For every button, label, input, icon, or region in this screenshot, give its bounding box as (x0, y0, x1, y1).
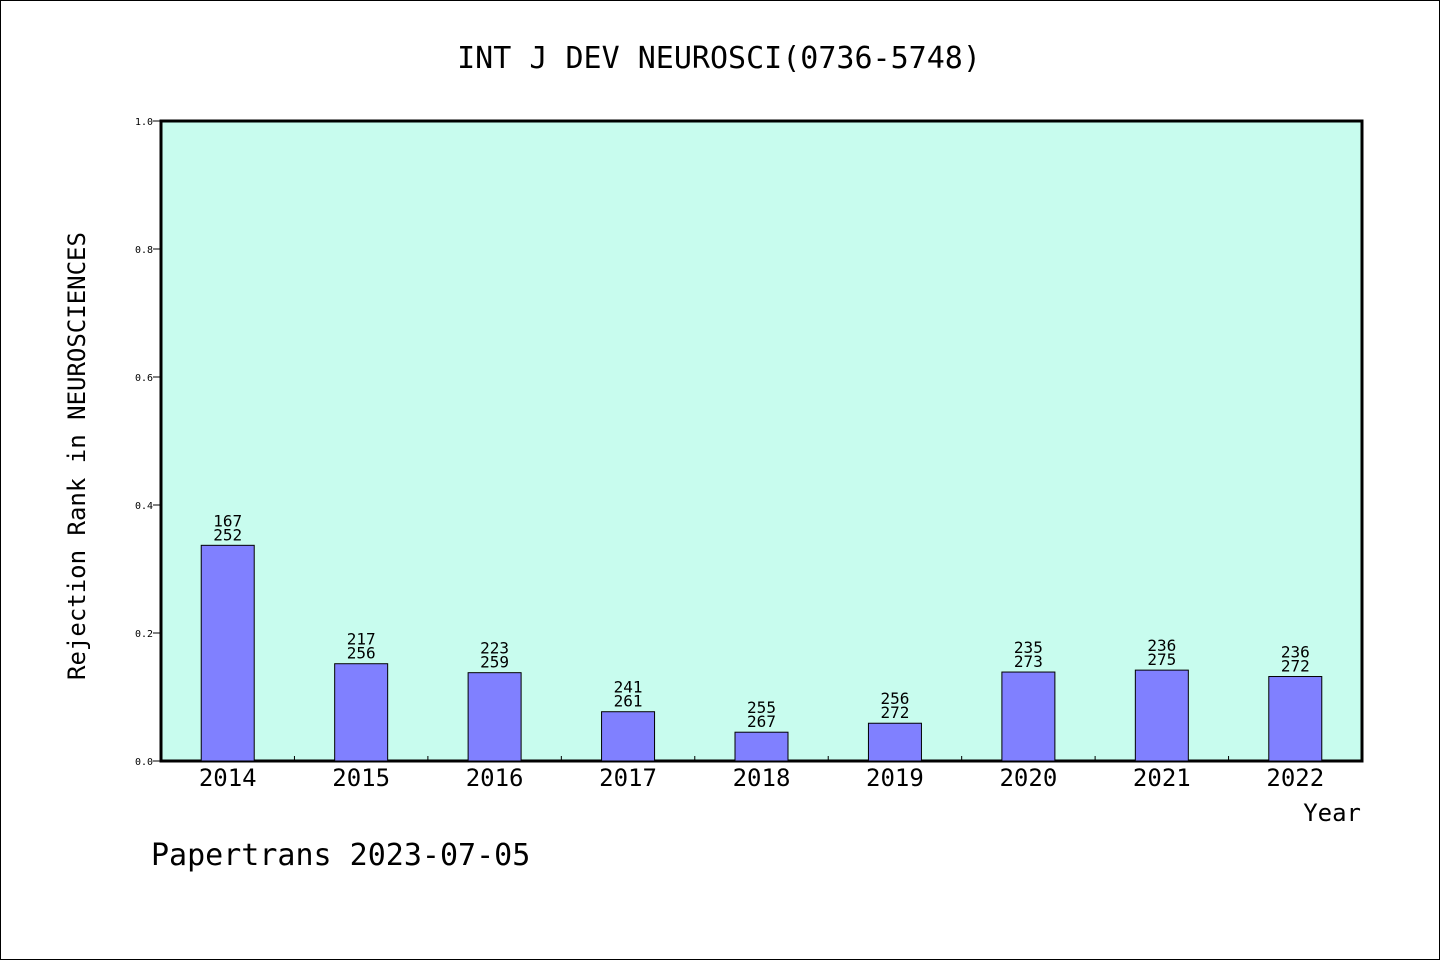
x-tick-label: 2021 (1133, 764, 1191, 792)
y-tick-label: 0.2 (135, 629, 153, 640)
bar (334, 663, 389, 762)
x-tick-label: 2017 (599, 764, 657, 792)
x-axis: 2014 2015 2016 2017 2018 2019 2020 2021 2022 (199, 756, 1324, 792)
y-tick-label: 0.4 (135, 501, 153, 512)
bar-total-label: 256 (347, 644, 376, 663)
x-tick-label: 2019 (866, 764, 924, 792)
bar (467, 672, 522, 762)
bar-rank-label: 223 (480, 639, 509, 658)
x-tick-label: 2014 (199, 764, 257, 792)
x-axis-label: Year (1303, 799, 1361, 827)
y-tick-label: 1.0 (135, 117, 153, 128)
bar-rank-label: 241 (614, 678, 643, 697)
y-tick-label: 0.0 (135, 757, 153, 768)
bar-total-label: 272 (880, 703, 909, 722)
bar-total-label: 259 (480, 653, 509, 672)
plot-area (159, 119, 1364, 763)
bar (1134, 669, 1189, 762)
y-axis-label: Rejection Rank in NEUROSCIENCES (63, 232, 91, 680)
y-axis: 0.0 0.2 0.4 0.6 0.8 1.0 (135, 117, 161, 768)
bar-rank-label: 236 (1147, 636, 1176, 655)
bar-total-label: 273 (1014, 652, 1043, 671)
bar-total-label: 252 (213, 525, 242, 544)
bar (1001, 671, 1056, 762)
bar-total-label: 267 (747, 712, 776, 731)
x-tick-label: 2022 (1266, 764, 1324, 792)
bar-total-label: 275 (1147, 650, 1176, 669)
bar-rank-label: 217 (347, 630, 376, 649)
bar-rank-label: 256 (880, 689, 909, 708)
x-tick-label: 2016 (466, 764, 524, 792)
bar-rank-label: 236 (1281, 643, 1310, 662)
x-tick-label: 2020 (999, 764, 1057, 792)
chart-title: INT J DEV NEUROSCI(0736-5748) (457, 41, 981, 76)
bar-rank-label: 167 (213, 511, 242, 530)
bar (601, 711, 656, 762)
y-tick-label: 0.8 (135, 245, 153, 256)
bar (867, 722, 922, 762)
bar-rank-label: 235 (1014, 638, 1043, 657)
x-tick-label: 2015 (332, 764, 390, 792)
x-tick-label: 2018 (733, 764, 791, 792)
y-tick-label: 0.6 (135, 373, 153, 384)
bar (734, 731, 789, 762)
watermark: Papertrans 2023-07-05 (151, 838, 530, 873)
bar (200, 544, 255, 762)
bar-total-label: 261 (614, 692, 643, 711)
bar-rank-label: 255 (747, 698, 776, 717)
bar (1268, 676, 1323, 762)
bar-total-label: 272 (1281, 657, 1310, 676)
